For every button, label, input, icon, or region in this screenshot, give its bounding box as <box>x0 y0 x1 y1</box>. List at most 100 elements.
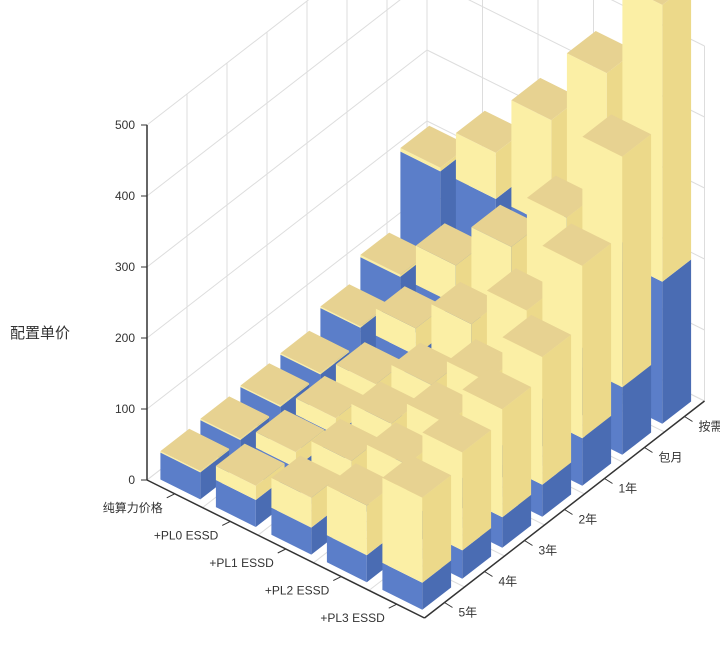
bar-stack-side <box>582 243 612 439</box>
bar-stack-front <box>215 465 256 500</box>
bar-stack-side <box>462 430 492 551</box>
bar-stack-side <box>422 475 452 583</box>
z-tick-label: 500 <box>115 118 135 132</box>
bar-stack-front <box>382 477 423 583</box>
x-tick <box>166 493 175 499</box>
bar-stack-front <box>455 133 496 199</box>
bar-stack-top <box>320 284 390 327</box>
y-tick <box>564 509 573 515</box>
z-axis-title: 配置单价 <box>10 324 70 342</box>
bar-stack-top <box>240 363 310 406</box>
z-tick-label: 100 <box>115 402 135 416</box>
bar-stack-top <box>382 455 452 498</box>
bar-stack-top <box>446 339 516 382</box>
bar-stack-side <box>200 448 230 473</box>
bar-stack-top <box>295 375 365 419</box>
axes <box>141 124 705 619</box>
bar-stack-top <box>455 110 525 153</box>
bar-base-side <box>622 365 652 455</box>
bar-stack-front <box>326 485 367 556</box>
bar-stack-front <box>360 254 401 277</box>
bar-base-side <box>542 462 572 517</box>
bar-stack-top <box>566 31 636 74</box>
bar-stack-top <box>406 381 476 424</box>
bar-base-side <box>422 560 452 610</box>
bar-base-side <box>502 494 532 548</box>
grid-line <box>146 120 428 339</box>
bar-stack-front <box>375 308 416 356</box>
y-tick <box>644 447 653 453</box>
y-tick-label: 按需 <box>699 420 720 434</box>
bar-stack-side <box>622 134 652 388</box>
bar-stack-front <box>320 306 361 328</box>
x-tick-label: +PL3 ESSD <box>320 611 385 625</box>
y-tick-label: 4年 <box>499 575 518 589</box>
bar-stack-top <box>422 410 492 453</box>
bar-stack-side <box>280 383 310 407</box>
bar-base-side <box>662 259 692 424</box>
bar-stack-front <box>255 432 296 468</box>
bar-stack-side <box>255 463 285 500</box>
y-tick <box>444 602 453 608</box>
bar-stack-top <box>542 223 612 266</box>
bar-stack-top <box>255 409 325 452</box>
bar-stack-front <box>335 364 376 402</box>
bar-stack-top <box>652 0 669 5</box>
bar-stack-top <box>582 114 652 157</box>
bar-stack-top <box>511 77 581 121</box>
bar-stack-front <box>295 398 336 435</box>
bar-stack-front <box>415 245 456 305</box>
x-tick <box>222 520 231 526</box>
bar-stack-front <box>280 353 321 375</box>
bars <box>160 0 692 610</box>
bar-stack-top <box>366 422 436 465</box>
bar-stack-front <box>160 451 201 473</box>
y-tick-label: 2年 <box>579 513 598 527</box>
bar-stack-front <box>200 418 241 440</box>
bar-stack-top <box>280 330 350 373</box>
bar-stack-top <box>215 443 285 486</box>
bar-stack-top <box>431 281 501 325</box>
x-tick-label: +PL0 ESSD <box>154 528 219 542</box>
y-tick <box>684 416 693 422</box>
bar-base-front <box>215 480 256 527</box>
z-tick-label: 200 <box>115 331 135 345</box>
bar-stack-top <box>391 342 461 385</box>
grid-line <box>146 49 428 268</box>
bar-stack-front <box>271 477 312 528</box>
y-tick <box>604 478 613 484</box>
bar-base-front <box>271 507 312 555</box>
bar-stack-top <box>375 286 445 329</box>
grid-line <box>146 191 428 410</box>
x-tick-label: +PL2 ESSD <box>265 584 330 598</box>
bar-stack-side <box>542 334 572 485</box>
bar-base-front <box>326 535 367 583</box>
bar-stack-top <box>351 381 421 424</box>
y-tick-label: 5年 <box>459 606 478 620</box>
y-tick-label: 1年 <box>619 482 638 496</box>
x-tick <box>388 603 397 609</box>
grid-line <box>146 0 310 126</box>
z-tick-label: 400 <box>115 189 135 203</box>
bar-stack-top <box>160 428 230 471</box>
bar-stack-top <box>400 125 470 168</box>
bar-stack-top <box>502 314 572 357</box>
bar-stack-top <box>415 223 485 266</box>
z-tick-label: 300 <box>115 260 135 274</box>
bar-stack-side <box>502 387 532 518</box>
bar-stack-top <box>360 232 430 275</box>
bar-stack-top <box>335 342 405 385</box>
y-tick-label: 3年 <box>539 544 558 558</box>
bar-stack-top <box>486 268 556 311</box>
z-tick-label: 0 <box>128 473 135 487</box>
bar-stack-top <box>200 396 270 439</box>
bar-stack-side <box>240 416 270 440</box>
bar-stack-top <box>311 418 381 462</box>
bar-base-front <box>160 452 201 500</box>
bar-stack-side <box>662 0 692 282</box>
bar-stack-top <box>462 367 532 410</box>
x-tick-label: +PL1 ESSD <box>209 556 274 570</box>
bar-stack-side <box>320 350 350 375</box>
axis-labels: 0 100 200 300 400 500 纯算力价格 +PL0 ESSD +PL1 ESSD +… <box>103 118 720 625</box>
